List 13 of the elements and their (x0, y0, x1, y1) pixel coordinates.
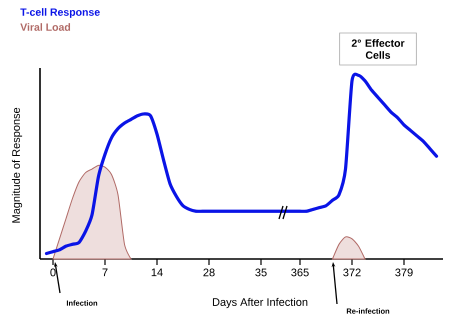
x-tick-label: 35 (255, 268, 267, 276)
x-tick-label: 372 (343, 268, 361, 276)
text: T-cell Response (20, 8, 100, 18)
text: 2° Effector Cells (352, 39, 404, 59)
text: Viral Load (20, 23, 70, 31)
x-axis-title: Days After Infection (212, 298, 308, 308)
x-tick-label: 14 (152, 268, 163, 276)
x-tick-label: 0 (50, 268, 56, 276)
x-tick-label: 28 (203, 268, 215, 276)
x-tick-label: 365 (291, 268, 309, 276)
x-tick-label: 379 (395, 268, 413, 276)
y-axis-title: Magnitude of Response (12, 108, 22, 223)
x-tick-label: 7 (102, 268, 108, 276)
